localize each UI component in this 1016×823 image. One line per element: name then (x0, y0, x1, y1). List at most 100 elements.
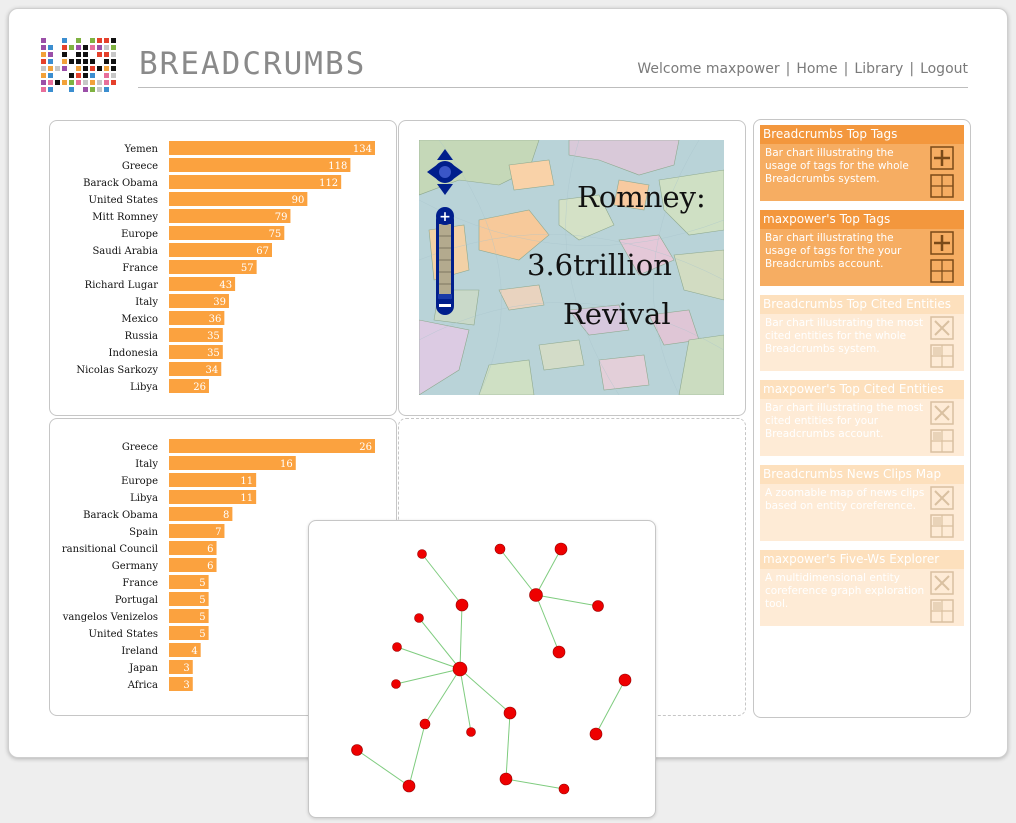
graph-node[interactable] (618, 673, 632, 687)
top-tags-value-label: 79 (275, 212, 288, 223)
widget-layout-icon[interactable] (930, 174, 954, 198)
top-cited-chart: Greece 26 Italy 16 Europe 11 Libya 11 Barack Oba… (62, 439, 375, 691)
top-tags-bar[interactable] (169, 175, 342, 189)
graph-node[interactable] (592, 600, 604, 612)
graph-node[interactable] (529, 588, 543, 602)
top-tags-bar[interactable] (169, 192, 308, 206)
top-cited-bar[interactable] (169, 439, 375, 453)
graph-node[interactable] (589, 727, 603, 741)
top-tags-bar[interactable] (169, 158, 351, 172)
map-pan-control[interactable] (425, 148, 465, 196)
widget-layout-icon[interactable] (930, 259, 954, 283)
top-cited-bar[interactable] (169, 541, 217, 555)
add-widget-icon[interactable] (930, 231, 954, 255)
graph-edge (396, 646, 461, 670)
top-cited-bar[interactable] (169, 677, 193, 691)
top-cited-bar[interactable] (169, 575, 209, 589)
top-tags-category-label: Saudi Arabia (92, 246, 158, 257)
graph-node[interactable] (552, 645, 566, 659)
graph-node[interactable] (554, 542, 568, 556)
remove-widget-icon[interactable] (930, 401, 954, 425)
widget-maxpower-top-tags[interactable]: maxpower's Top Tags Bar chart illustratin… (760, 210, 964, 286)
top-cited-bar[interactable] (169, 524, 225, 538)
top-cited-bar[interactable] (169, 609, 209, 623)
widget-layout-icon[interactable] (930, 599, 954, 623)
top-cited-bar[interactable] (169, 456, 296, 470)
graph-node[interactable] (494, 543, 506, 555)
top-cited-bar[interactable] (169, 592, 209, 606)
top-tags-bar[interactable] (169, 294, 229, 308)
news-clips-map[interactable]: + Romney: 3.6trillion Revival (419, 140, 724, 395)
top-tags-value-label: 118 (328, 161, 347, 172)
graph-node[interactable] (419, 718, 431, 730)
top-tags-category-label: Yemen (124, 144, 159, 155)
remove-widget-icon[interactable] (930, 316, 954, 340)
graph-node[interactable] (417, 549, 427, 559)
widget-body: A multidimensional entity coreference gr… (760, 569, 964, 626)
nav-library-link[interactable]: Library (854, 61, 904, 77)
nav-logout-link[interactable]: Logout (920, 61, 968, 77)
widget-maxpower-top-cited[interactable]: maxpower's Top Cited Entities Bar chart i… (760, 380, 964, 456)
top-tags-category-label: Russia (125, 331, 158, 342)
graph-edge (499, 548, 537, 596)
widget-body: Bar chart illustrating the most cited en… (760, 399, 964, 456)
five-ws-graph-panel[interactable] (308, 520, 656, 818)
top-cited-bar[interactable] (169, 626, 209, 640)
graph-node[interactable] (391, 679, 401, 689)
widget-breadcrumbs-top-cited[interactable]: Breadcrumbs Top Cited Entities Bar chart … (760, 295, 964, 371)
graph-node[interactable] (414, 613, 424, 623)
top-cited-category-label: France (122, 578, 158, 589)
widget-layout-icon[interactable] (930, 514, 954, 538)
top-tags-bar[interactable] (169, 362, 222, 376)
top-tags-category-label: Italy (135, 297, 158, 308)
top-cited-bar[interactable] (169, 558, 217, 572)
graph-node[interactable] (503, 706, 517, 720)
add-widget-icon[interactable] (930, 146, 954, 170)
top-cited-bar[interactable] (169, 473, 257, 487)
top-tags-bar[interactable] (169, 260, 257, 274)
remove-widget-icon[interactable] (930, 486, 954, 510)
top-tags-bar[interactable] (169, 379, 209, 393)
widget-news-clips-map[interactable]: Breadcrumbs News Clips Map A zoomable map… (760, 465, 964, 541)
graph-node[interactable] (402, 779, 416, 793)
graph-node[interactable] (455, 598, 469, 612)
top-cited-value-label: 3 (183, 680, 189, 691)
top-cited-bar[interactable] (169, 643, 201, 657)
top-tags-bar[interactable] (169, 345, 223, 359)
top-tags-bar[interactable] (169, 243, 272, 257)
widget-body: Bar chart illustrating the most cited en… (760, 314, 964, 371)
top-cited-bar[interactable] (169, 660, 193, 674)
entity-graph[interactable] (309, 521, 655, 817)
widget-layout-icon[interactable] (930, 344, 954, 368)
top-tags-bar[interactable] (169, 141, 375, 155)
widget-body: Bar chart illustrating the usage of tags… (760, 144, 964, 201)
remove-widget-icon[interactable] (930, 571, 954, 595)
top-cited-bar[interactable] (169, 490, 257, 504)
widget-title: maxpower's Top Cited Entities (760, 380, 964, 399)
graph-node[interactable] (351, 744, 363, 756)
graph-edge (505, 778, 565, 790)
top-cited-bar[interactable] (169, 507, 233, 521)
graph-edge (459, 668, 472, 733)
graph-node[interactable] (499, 772, 513, 786)
widget-layout-icon[interactable] (930, 429, 954, 453)
nav-home-link[interactable]: Home (796, 61, 838, 77)
top-tags-bar[interactable] (169, 311, 225, 325)
top-tags-bar[interactable] (169, 209, 291, 223)
brand-title: BREADCRUMBS (139, 46, 367, 82)
graph-node[interactable] (558, 783, 570, 795)
widget-breadcrumbs-top-tags[interactable]: Breadcrumbs Top Tags Bar chart illustrati… (760, 125, 964, 201)
top-tags-bar[interactable] (169, 277, 236, 291)
top-tags-category-label: Libya (130, 382, 158, 393)
top-cited-category-label: Japan (128, 663, 158, 674)
top-tags-bar[interactable] (169, 328, 223, 342)
graph-edge (395, 668, 461, 685)
graph-node[interactable] (452, 661, 468, 677)
graph-edge (408, 723, 426, 787)
widget-five-ws-explorer[interactable]: maxpower's Five-Ws Explorer A multidimens… (760, 550, 964, 626)
top-tags-value-label: 75 (269, 229, 282, 240)
map-zoom-control[interactable]: + (433, 206, 457, 318)
graph-node[interactable] (466, 727, 476, 737)
top-tags-bar[interactable] (169, 226, 285, 240)
graph-node[interactable] (392, 642, 402, 652)
